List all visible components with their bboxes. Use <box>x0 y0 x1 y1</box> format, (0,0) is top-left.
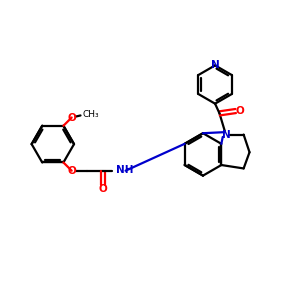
Text: N: N <box>211 60 219 70</box>
Text: CH₃: CH₃ <box>83 110 100 119</box>
Text: O: O <box>236 106 244 116</box>
Text: O: O <box>99 184 108 194</box>
Text: O: O <box>67 112 76 122</box>
Text: N: N <box>222 130 230 140</box>
Text: O: O <box>67 166 76 176</box>
Text: NH: NH <box>116 165 133 175</box>
